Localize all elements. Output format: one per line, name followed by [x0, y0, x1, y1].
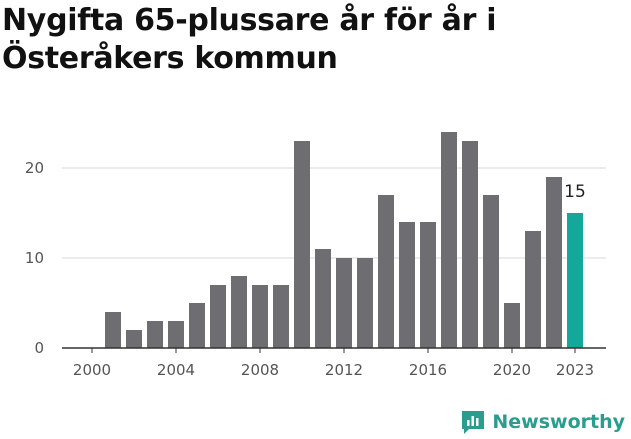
bar-2012 [336, 258, 352, 348]
bar-2020 [504, 303, 520, 348]
x-tick-label: 2004 [157, 361, 195, 379]
y-tick-label: 0 [34, 339, 44, 357]
bar-2002 [126, 330, 142, 348]
newsworthy-logo-icon [462, 411, 485, 434]
x-tick-label: 2023 [556, 361, 594, 379]
bar-2015 [399, 222, 415, 348]
bar-2006 [210, 285, 226, 348]
x-tick-label: 2016 [409, 361, 447, 379]
bar-2018 [462, 141, 478, 348]
x-tick-label: 2008 [241, 361, 279, 379]
bar-2023 [567, 213, 583, 348]
bar-2007 [231, 276, 247, 348]
bar-2013 [357, 258, 373, 348]
bar-2016 [420, 222, 436, 348]
newsworthy-brand: Newsworthy [460, 409, 625, 435]
y-tick-label: 20 [25, 159, 44, 177]
y-tick-label: 10 [25, 249, 44, 267]
bar-2021 [525, 231, 541, 348]
bar-2017 [441, 132, 457, 348]
bar-2005 [189, 303, 205, 348]
bar-2003 [147, 321, 163, 348]
bar-2019 [483, 195, 499, 348]
bar-2014 [378, 195, 394, 348]
bar-2022 [546, 177, 562, 348]
bar-2011 [315, 249, 331, 348]
x-tick-label: 2020 [493, 361, 531, 379]
bar-2009 [273, 285, 289, 348]
bar-value-label-2023: 15 [564, 182, 586, 202]
brand-name: Newsworthy [492, 411, 625, 433]
x-tick-label: 2012 [325, 361, 363, 379]
bar-2001 [105, 312, 121, 348]
bar-2010 [294, 141, 310, 348]
bar-2004 [168, 321, 184, 348]
x-tick-label: 2000 [73, 361, 111, 379]
chart-title: Nygifta 65-plussare år för år i Österåke… [2, 3, 497, 76]
bar-2008 [252, 285, 268, 348]
